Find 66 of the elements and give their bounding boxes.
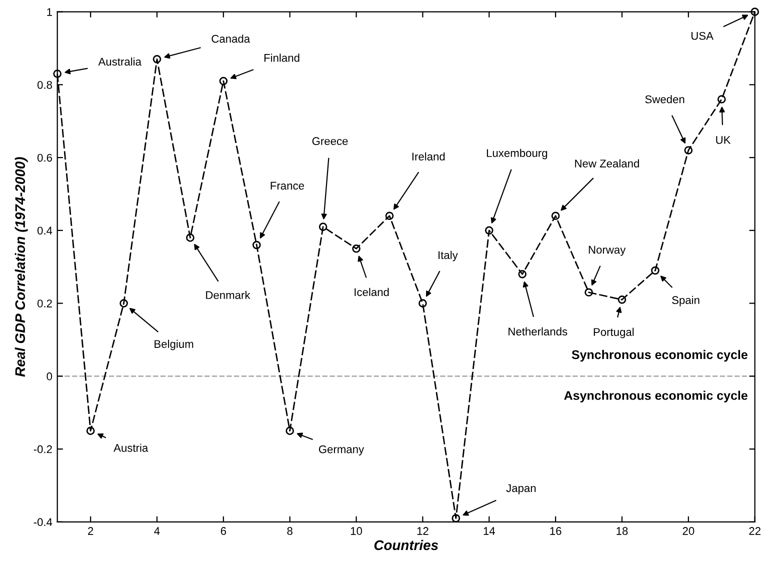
- point: [286, 426, 294, 435]
- annotation: Netherlands: [508, 327, 568, 336]
- annotation: Ireland: [412, 152, 445, 161]
- point: [452, 514, 460, 522]
- point: [352, 244, 360, 253]
- annotation: Norway: [588, 246, 626, 256]
- point: [684, 146, 693, 154]
- x-tick-label: 2: [88, 527, 94, 535]
- annotation: Synchronous economic cycle: [572, 350, 748, 362]
- annotation: New Zealand: [575, 159, 639, 168]
- y-tick-label: 0.2: [37, 300, 52, 308]
- point: [518, 270, 527, 278]
- point: [618, 295, 626, 304]
- x-tick-label: 6: [220, 527, 226, 535]
- point: [86, 426, 95, 435]
- annotation: Austria: [114, 444, 148, 452]
- point: [418, 299, 427, 308]
- y-tick-label: 0: [46, 372, 52, 380]
- point: [152, 55, 162, 64]
- annotation: Greece: [312, 137, 348, 146]
- x-tick-label: 16: [550, 527, 562, 535]
- x-tick-label: 22: [749, 527, 760, 535]
- y-tick-label: 0.4: [37, 226, 52, 235]
- annotation: France: [270, 182, 304, 190]
- annotation: UK: [716, 136, 731, 144]
- y-tick-label: -0.4: [34, 518, 52, 526]
- point: [584, 288, 593, 297]
- y-tick-label: 0.8: [37, 80, 52, 89]
- annotation: Belgium: [154, 340, 194, 350]
- point: [385, 212, 394, 220]
- y-tick-label: 0.6: [37, 154, 52, 162]
- point: [651, 266, 660, 275]
- annotation: Finland: [264, 54, 300, 62]
- point: [484, 226, 494, 235]
- x-tick-label: 8: [287, 527, 292, 535]
- annotation: Asynchronous economic cycle: [564, 390, 748, 402]
- point: [717, 95, 726, 104]
- x-tick-label: 10: [350, 527, 362, 535]
- x-axis-title: Countries: [374, 540, 438, 550]
- x-tick-label: 12: [417, 527, 428, 535]
- annotation: Portugal: [594, 328, 634, 338]
- annotation: Australia: [98, 57, 142, 66]
- annotation: Italy: [438, 250, 458, 262]
- x-tick-label: 4: [154, 527, 160, 535]
- annotation: USA: [692, 32, 714, 40]
- annotation: Iceland: [354, 288, 389, 296]
- x-tick-label: 20: [682, 527, 694, 535]
- annotation: Spain: [672, 296, 700, 306]
- point: [120, 299, 128, 308]
- x-tick-label: 14: [484, 527, 495, 535]
- y-axis-title: Real GDP Correlation (1974-2000): [14, 157, 28, 377]
- point: [186, 234, 194, 242]
- x-tick-label: 18: [616, 527, 628, 535]
- annotation: Japan: [506, 484, 536, 494]
- annotation: Luxembourg: [486, 148, 548, 160]
- point: [53, 70, 62, 78]
- point: [551, 212, 560, 220]
- annotation: Germany: [318, 445, 364, 456]
- y-tick-label: 1: [47, 8, 52, 16]
- point: [252, 240, 261, 250]
- point: [318, 222, 328, 231]
- annotation: Canada: [212, 34, 250, 43]
- point: [219, 76, 228, 86]
- annotation: Denmark: [206, 290, 250, 300]
- y-tick-label: -0.2: [34, 445, 52, 454]
- annotation: Sweden: [645, 95, 684, 104]
